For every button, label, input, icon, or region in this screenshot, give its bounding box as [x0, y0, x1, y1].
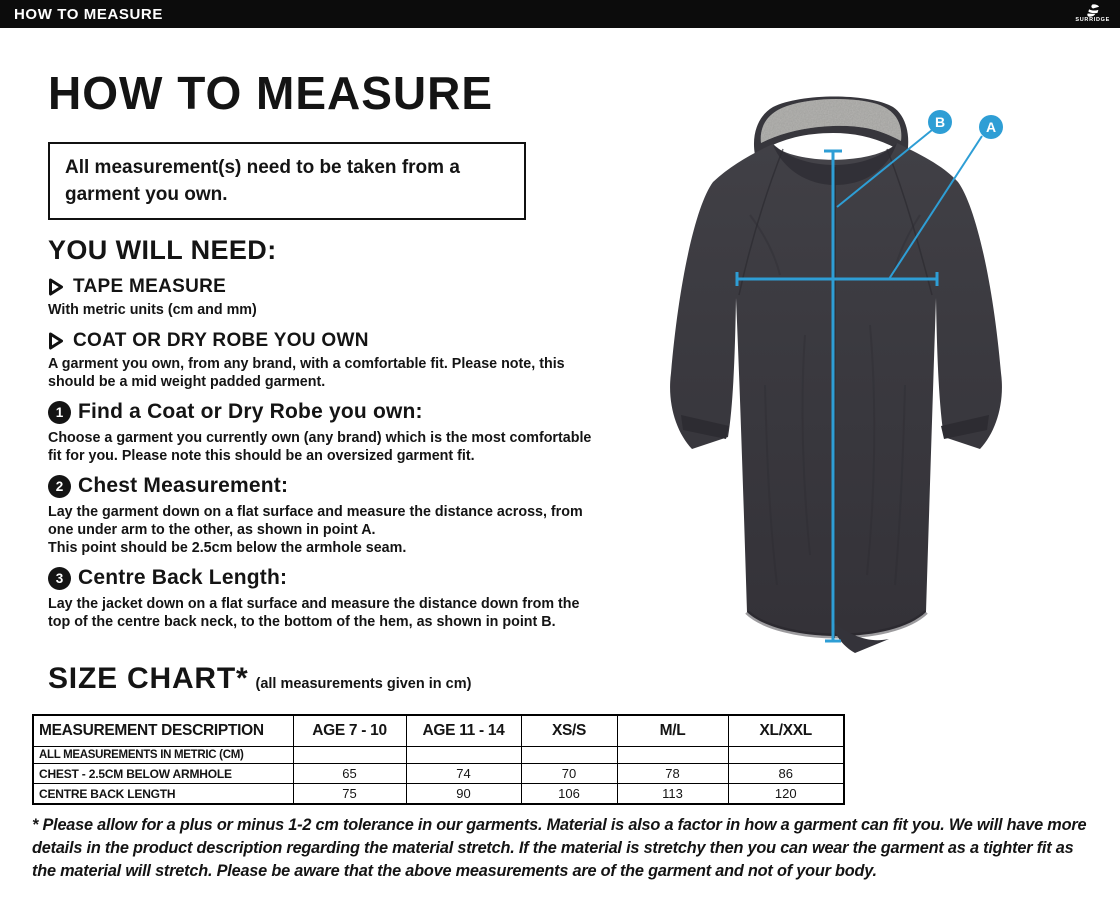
table-cell: 86 — [727, 763, 845, 784]
step-2-body: Lay the garment down on a flat surface a… — [48, 504, 583, 556]
step-title: Centre Back Length: — [78, 566, 288, 589]
table-header-row: MEASUREMENT DESCRIPTION AGE 7 - 10 AGE 1… — [32, 714, 845, 747]
table-cell: 75 — [292, 783, 407, 805]
table-cell: 113 — [616, 783, 729, 805]
need-item-coat: COAT OR DRY ROBE YOU OWN — [48, 330, 596, 352]
coat-illustration: B A — [670, 96, 1003, 653]
step-title: Chest Measurement: — [78, 474, 289, 497]
surridge-logo-icon — [1086, 4, 1099, 17]
hood-fleece-texture — [760, 98, 902, 143]
step-number-badge: 1 — [48, 400, 71, 424]
table-cell: 90 — [405, 783, 522, 805]
step-number-badge: 3 — [48, 566, 71, 590]
step-1-body: Choose a garment you currently own (any … — [48, 430, 592, 464]
table-cell: 70 — [520, 763, 618, 784]
table-cell: CHEST - 2.5CM BELOW ARMHOLE — [32, 763, 294, 784]
coat-hem-flap — [834, 623, 889, 653]
coat-body — [670, 143, 1002, 637]
step-title: Find a Coat or Dry Robe you own: — [78, 400, 423, 423]
tolerance-footnote: * Please allow for a plus or minus 1-2 c… — [32, 816, 1087, 880]
table-cell — [292, 746, 407, 764]
table-cell: 106 — [520, 783, 618, 805]
coat-folds — [749, 214, 921, 586]
page-title: HOW TO MEASURE — [48, 67, 494, 119]
you-will-need-heading: YOU WILL NEED: — [48, 235, 277, 265]
table-row: CENTRE BACK LENGTH 75 90 106 113 120 — [32, 783, 845, 805]
triangle-bullet-icon — [49, 278, 63, 296]
coat-hem — [745, 610, 928, 639]
notice-box: All measurement(s) need to be taken from… — [48, 142, 526, 220]
table-cell — [405, 746, 522, 764]
table-cell: 65 — [292, 763, 407, 784]
size-chart-table: MEASUREMENT DESCRIPTION AGE 7 - 10 AGE 1… — [32, 714, 845, 805]
need-item-label: TAPE MEASURE — [73, 276, 227, 297]
table-cell: 78 — [616, 763, 729, 784]
step-2-heading: 2 Chest Measurement: — [48, 474, 596, 498]
column-header: AGE 11 - 14 — [405, 714, 522, 747]
column-header: XS/S — [520, 714, 618, 747]
size-chart-title: SIZE CHART* — [48, 662, 249, 695]
brand-name: SURRIDGE — [1075, 17, 1110, 24]
column-header: XL/XXL — [727, 714, 845, 747]
triangle-bullet-icon — [49, 332, 63, 350]
need-item-note: With metric units (cm and mm) — [48, 302, 257, 318]
coat-collar — [773, 143, 897, 185]
table-row: CHEST - 2.5CM BELOW ARMHOLE 65 74 70 78 … — [32, 763, 845, 784]
table-cell: CENTRE BACK LENGTH — [32, 783, 294, 805]
step-1-heading: 1 Find a Coat or Dry Robe you own: — [48, 400, 596, 424]
table-cell — [520, 746, 618, 764]
topbar-title: HOW TO MEASURE — [14, 5, 163, 23]
table-cell — [616, 746, 729, 764]
measure-point-b-badge — [928, 110, 952, 134]
table-row: ALL MEASUREMENTS IN METRIC (CM) — [32, 746, 845, 764]
size-chart-section: SIZE CHART* (all measurements given in c… — [32, 662, 1092, 883]
table-cell: 120 — [727, 783, 845, 805]
table-cell: 74 — [405, 763, 522, 784]
column-header: MEASUREMENT DESCRIPTION — [32, 714, 294, 747]
instructions-column: HOW TO MEASURE All measurement(s) need t… — [48, 58, 596, 631]
step-number-badge: 2 — [48, 474, 71, 498]
cuff-straps — [681, 415, 989, 439]
table-cell — [727, 746, 845, 764]
need-item-tape-measure: TAPE MEASURE — [48, 276, 596, 298]
measure-point-a-badge — [979, 115, 1003, 139]
measurement-lines: B A — [735, 110, 1003, 643]
step-3-body: Lay the jacket down on a flat surface an… — [48, 596, 580, 630]
column-header: M/L — [616, 714, 729, 747]
pointer-line-b — [836, 129, 933, 208]
column-header: AGE 7 - 10 — [292, 714, 407, 747]
badge-a-label: A — [986, 119, 996, 135]
badge-b-label: B — [935, 114, 945, 130]
brand-logo: SURRIDGE — [1075, 4, 1110, 24]
need-item-label: COAT OR DRY ROBE YOU OWN — [73, 330, 369, 351]
pointer-line-a — [888, 135, 983, 280]
step-3-heading: 3 Centre Back Length: — [48, 566, 596, 590]
top-bar: HOW TO MEASURE SURRIDGE — [0, 0, 1120, 28]
table-cell: ALL MEASUREMENTS IN METRIC (CM) — [32, 746, 294, 764]
size-chart-subtitle: (all measurements given in cm) — [255, 676, 472, 692]
need-item-note: A garment you own, from any brand, with … — [48, 356, 565, 390]
